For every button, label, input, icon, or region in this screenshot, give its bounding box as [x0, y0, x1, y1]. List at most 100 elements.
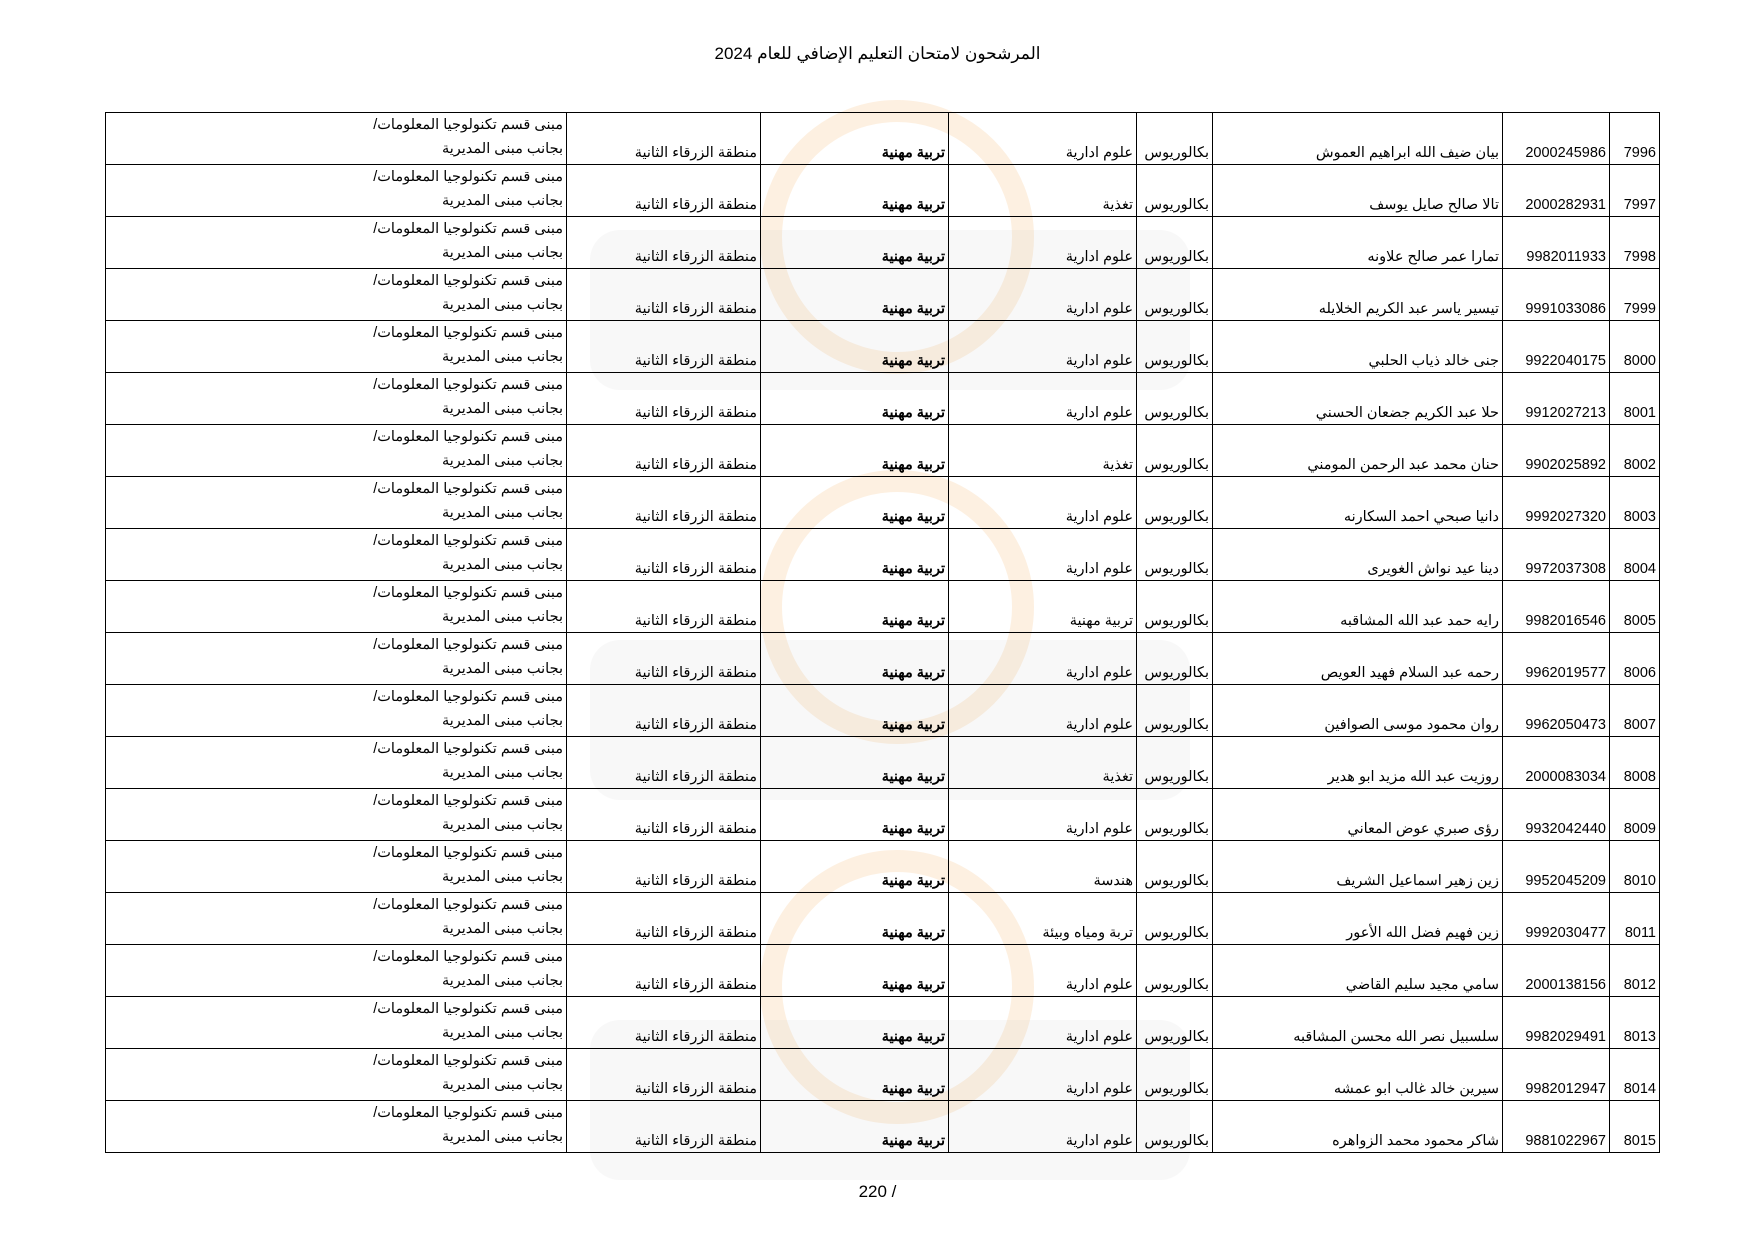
- location-cell: مبنى قسم تكنولوجيا المعلومات/بجانب مبنى …: [105, 736, 567, 789]
- exam-field-cell: تربية مهنية: [760, 840, 949, 893]
- national-id-cell: 2000138156: [1502, 944, 1610, 997]
- location-cell: مبنى قسم تكنولوجيا المعلومات/بجانب مبنى …: [105, 788, 567, 841]
- table-row: 8003 9992027320 دانيا صبحي احمد السكارنه بك…: [105, 476, 1660, 529]
- location-cell: مبنى قسم تكنولوجيا المعلومات/بجانب مبنى …: [105, 112, 567, 165]
- degree-cell: بكالوريوس: [1136, 944, 1213, 997]
- location-line-1: مبنى قسم تكنولوجيا المعلومات/: [373, 221, 563, 237]
- location-line-2: بجانب مبنى المديرية: [441, 141, 563, 157]
- location-cell: مبنى قسم تكنولوجيا المعلومات/بجانب مبنى …: [105, 1100, 567, 1153]
- exam-field-cell: تربية مهنية: [760, 216, 949, 269]
- location-cell: مبنى قسم تكنولوجيا المعلومات/بجانب مبنى …: [105, 216, 567, 269]
- specialization-cell: هندسة: [948, 840, 1137, 893]
- name-cell: حلا عبد الكريم جضعان الحسني: [1212, 372, 1503, 425]
- location-line-2: بجانب مبنى المديرية: [441, 1129, 563, 1145]
- national-id-cell: 9982012947: [1502, 1048, 1610, 1101]
- location-cell: مبنى قسم تكنولوجيا المعلومات/بجانب مبنى …: [105, 476, 567, 529]
- location-line-1: مبنى قسم تكنولوجيا المعلومات/: [373, 1105, 563, 1121]
- exam-field-cell: تربية مهنية: [760, 112, 949, 165]
- degree-cell: بكالوريوس: [1136, 632, 1213, 685]
- name-cell: روزيت عبد الله مزيد ابو هدير: [1212, 736, 1503, 789]
- location-line-2: بجانب مبنى المديرية: [441, 193, 563, 209]
- serial-cell: 7997: [1609, 164, 1660, 217]
- location-line-1: مبنى قسم تكنولوجيا المعلومات/: [373, 429, 563, 445]
- specialization-cell: علوم ادارية: [948, 320, 1137, 373]
- exam-field-cell: تربية مهنية: [760, 1048, 949, 1101]
- exam-field-cell: تربية مهنية: [760, 372, 949, 425]
- region-cell: منطقة الزرقاء الثانية: [566, 1048, 761, 1101]
- exam-field-cell: تربية مهنية: [760, 996, 949, 1049]
- exam-field-cell: تربية مهنية: [760, 476, 949, 529]
- name-cell: دانيا صبحي احمد السكارنه: [1212, 476, 1503, 529]
- name-cell: رايه حمد عبد الله المشاقبه: [1212, 580, 1503, 633]
- national-id-cell: 2000282931: [1502, 164, 1610, 217]
- location-line-1: مبنى قسم تكنولوجيا المعلومات/: [373, 793, 563, 809]
- name-cell: روان محمود موسى الصوافين: [1212, 684, 1503, 737]
- exam-field-cell: تربية مهنية: [760, 424, 949, 477]
- serial-cell: 7996: [1609, 112, 1660, 165]
- location-line-2: بجانب مبنى المديرية: [441, 1025, 563, 1041]
- national-id-cell: 9992027320: [1502, 476, 1610, 529]
- degree-cell: بكالوريوس: [1136, 476, 1213, 529]
- location-line-2: بجانب مبنى المديرية: [441, 609, 563, 625]
- degree-cell: بكالوريوس: [1136, 528, 1213, 581]
- region-cell: منطقة الزرقاء الثانية: [566, 580, 761, 633]
- name-cell: حنان محمد عبد الرحمن المومني: [1212, 424, 1503, 477]
- serial-cell: 8006: [1609, 632, 1660, 685]
- exam-field-cell: تربية مهنية: [760, 788, 949, 841]
- exam-field-cell: تربية مهنية: [760, 736, 949, 789]
- degree-cell: بكالوريوس: [1136, 580, 1213, 633]
- specialization-cell: علوم ادارية: [948, 996, 1137, 1049]
- name-cell: سيرين خالد غالب ابو عمشه: [1212, 1048, 1503, 1101]
- name-cell: سلسبيل نصر الله محسن المشاقبه: [1212, 996, 1503, 1049]
- national-id-cell: 9972037308: [1502, 528, 1610, 581]
- location-line-1: مبنى قسم تكنولوجيا المعلومات/: [373, 585, 563, 601]
- location-line-2: بجانب مبنى المديرية: [441, 297, 563, 313]
- location-cell: مبنى قسم تكنولوجيا المعلومات/بجانب مبنى …: [105, 580, 567, 633]
- region-cell: منطقة الزرقاء الثانية: [566, 944, 761, 997]
- location-line-2: بجانب مبنى المديرية: [441, 245, 563, 261]
- table-row: 8012 2000138156 سامي مجيد سليم القاضي بكالو…: [105, 944, 1660, 997]
- serial-cell: 8001: [1609, 372, 1660, 425]
- name-cell: رؤى صبري عوض المعاني: [1212, 788, 1503, 841]
- table-row: 8002 9902025892 حنان محمد عبد الرحمن الموم…: [105, 424, 1660, 477]
- degree-cell: بكالوريوس: [1136, 112, 1213, 165]
- location-cell: مبنى قسم تكنولوجيا المعلومات/بجانب مبنى …: [105, 528, 567, 581]
- location-line-1: مبنى قسم تكنولوجيا المعلومات/: [373, 897, 563, 913]
- exam-field-cell: تربية مهنية: [760, 320, 949, 373]
- exam-field-cell: تربية مهنية: [760, 684, 949, 737]
- specialization-cell: علوم ادارية: [948, 528, 1137, 581]
- region-cell: منطقة الزرقاء الثانية: [566, 372, 761, 425]
- region-cell: منطقة الزرقاء الثانية: [566, 216, 761, 269]
- location-line-2: بجانب مبنى المديرية: [441, 505, 563, 521]
- location-line-2: بجانب مبنى المديرية: [441, 869, 563, 885]
- degree-cell: بكالوريوس: [1136, 372, 1213, 425]
- location-line-2: بجانب مبنى المديرية: [441, 921, 563, 937]
- specialization-cell: تغذية: [948, 164, 1137, 217]
- degree-cell: بكالوريوس: [1136, 1048, 1213, 1101]
- location-line-2: بجانب مبنى المديرية: [441, 401, 563, 417]
- location-line-2: بجانب مبنى المديرية: [441, 661, 563, 677]
- specialization-cell: علوم ادارية: [948, 632, 1137, 685]
- table-row: 8009 9932042440 رؤى صبري عوض المعاني بكالور…: [105, 788, 1660, 841]
- table-row: 8005 9982016546 رايه حمد عبد الله المشاقبه…: [105, 580, 1660, 633]
- name-cell: جنى خالد ذياب الحلبي: [1212, 320, 1503, 373]
- table-row: 8006 9962019577 رحمه عبد السلام فهيد العوي…: [105, 632, 1660, 685]
- table-row: 8014 9982012947 سيرين خالد غالب ابو عمشه بك…: [105, 1048, 1660, 1101]
- location-cell: مبنى قسم تكنولوجيا المعلومات/بجانب مبنى …: [105, 996, 567, 1049]
- exam-field-cell: تربية مهنية: [760, 580, 949, 633]
- location-cell: مبنى قسم تكنولوجيا المعلومات/بجانب مبنى …: [105, 840, 567, 893]
- region-cell: منطقة الزرقاء الثانية: [566, 684, 761, 737]
- table-row: 8004 9972037308 دينا عيد نواش الغويرى بكالو…: [105, 528, 1660, 581]
- location-cell: مبنى قسم تكنولوجيا المعلومات/بجانب مبنى …: [105, 320, 567, 373]
- name-cell: تالا صالح صايل يوسف: [1212, 164, 1503, 217]
- serial-cell: 7999: [1609, 268, 1660, 321]
- table-row: 7999 9991033086 تيسير ياسر عبد الكريم الخل…: [105, 268, 1660, 321]
- name-cell: تيسير ياسر عبد الكريم الخلايله: [1212, 268, 1503, 321]
- degree-cell: بكالوريوس: [1136, 736, 1213, 789]
- serial-cell: 7998: [1609, 216, 1660, 269]
- location-line-1: مبنى قسم تكنولوجيا المعلومات/: [373, 637, 563, 653]
- degree-cell: بكالوريوس: [1136, 892, 1213, 945]
- region-cell: منطقة الزرقاء الثانية: [566, 892, 761, 945]
- name-cell: سامي مجيد سليم القاضي: [1212, 944, 1503, 997]
- name-cell: بيان ضيف الله ابراهيم العموش: [1212, 112, 1503, 165]
